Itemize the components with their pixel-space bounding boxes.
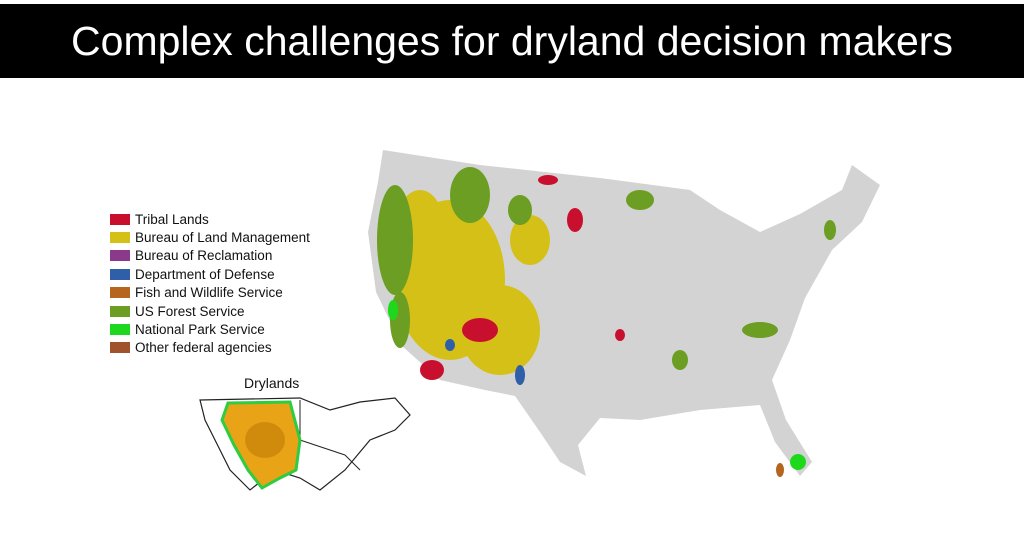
land-patch (462, 318, 498, 342)
legend-label: US Forest Service (135, 303, 245, 319)
legend-swatch (110, 232, 130, 244)
land-patch (672, 350, 688, 370)
legend-swatch (110, 324, 130, 336)
legend-item: National Park Service (110, 320, 310, 338)
legend-label: National Park Service (135, 322, 265, 338)
legend-item: Other federal agencies (110, 339, 310, 357)
land-patch (790, 454, 806, 470)
land-patch (450, 167, 490, 223)
land-patch (824, 220, 836, 240)
land-patch (377, 185, 413, 295)
legend-swatch (110, 268, 130, 280)
legend-item: Department of Defense (110, 265, 310, 283)
land-patch (460, 285, 540, 375)
legend-item: Fish and Wildlife Service (110, 284, 310, 302)
legend-label: Department of Defense (135, 266, 275, 282)
land-patch (626, 190, 654, 210)
legend-swatch (110, 342, 130, 354)
slide-title: Complex challenges for dryland decision … (71, 18, 953, 64)
inset-title: Drylands (244, 375, 300, 391)
inset-map (199, 397, 411, 491)
land-patch (510, 215, 550, 265)
land-patch (508, 195, 532, 225)
legend-item: Bureau of Land Management (110, 228, 310, 246)
legend-label: Fish and Wildlife Service (135, 285, 283, 301)
land-patch (515, 365, 525, 385)
land-patch (615, 329, 625, 341)
us-map (368, 150, 880, 476)
land-patch (776, 463, 784, 477)
legend-swatch (110, 250, 130, 262)
land-patch (567, 208, 583, 232)
legend-swatch (110, 305, 130, 317)
land-patch (420, 360, 444, 380)
legend-item: Bureau of Reclamation (110, 247, 310, 265)
land-patches (377, 167, 836, 477)
legend-item: US Forest Service (110, 302, 310, 320)
land-patch (538, 175, 558, 185)
legend-swatch (110, 213, 130, 225)
land-patch (742, 322, 778, 338)
land-patch (445, 339, 455, 351)
header-bar (0, 4, 1024, 78)
legend-label: Tribal Lands (135, 211, 209, 227)
legend-item: Tribal Lands (110, 210, 310, 228)
legend-label: Bureau of Reclamation (135, 248, 273, 264)
legend-label: Other federal agencies (135, 340, 272, 356)
land-patch (388, 300, 398, 320)
legend-label: Bureau of Land Management (135, 230, 310, 246)
legend-swatch (110, 287, 130, 299)
legend: Tribal Lands Bureau of Land Management Bur… (110, 210, 310, 357)
